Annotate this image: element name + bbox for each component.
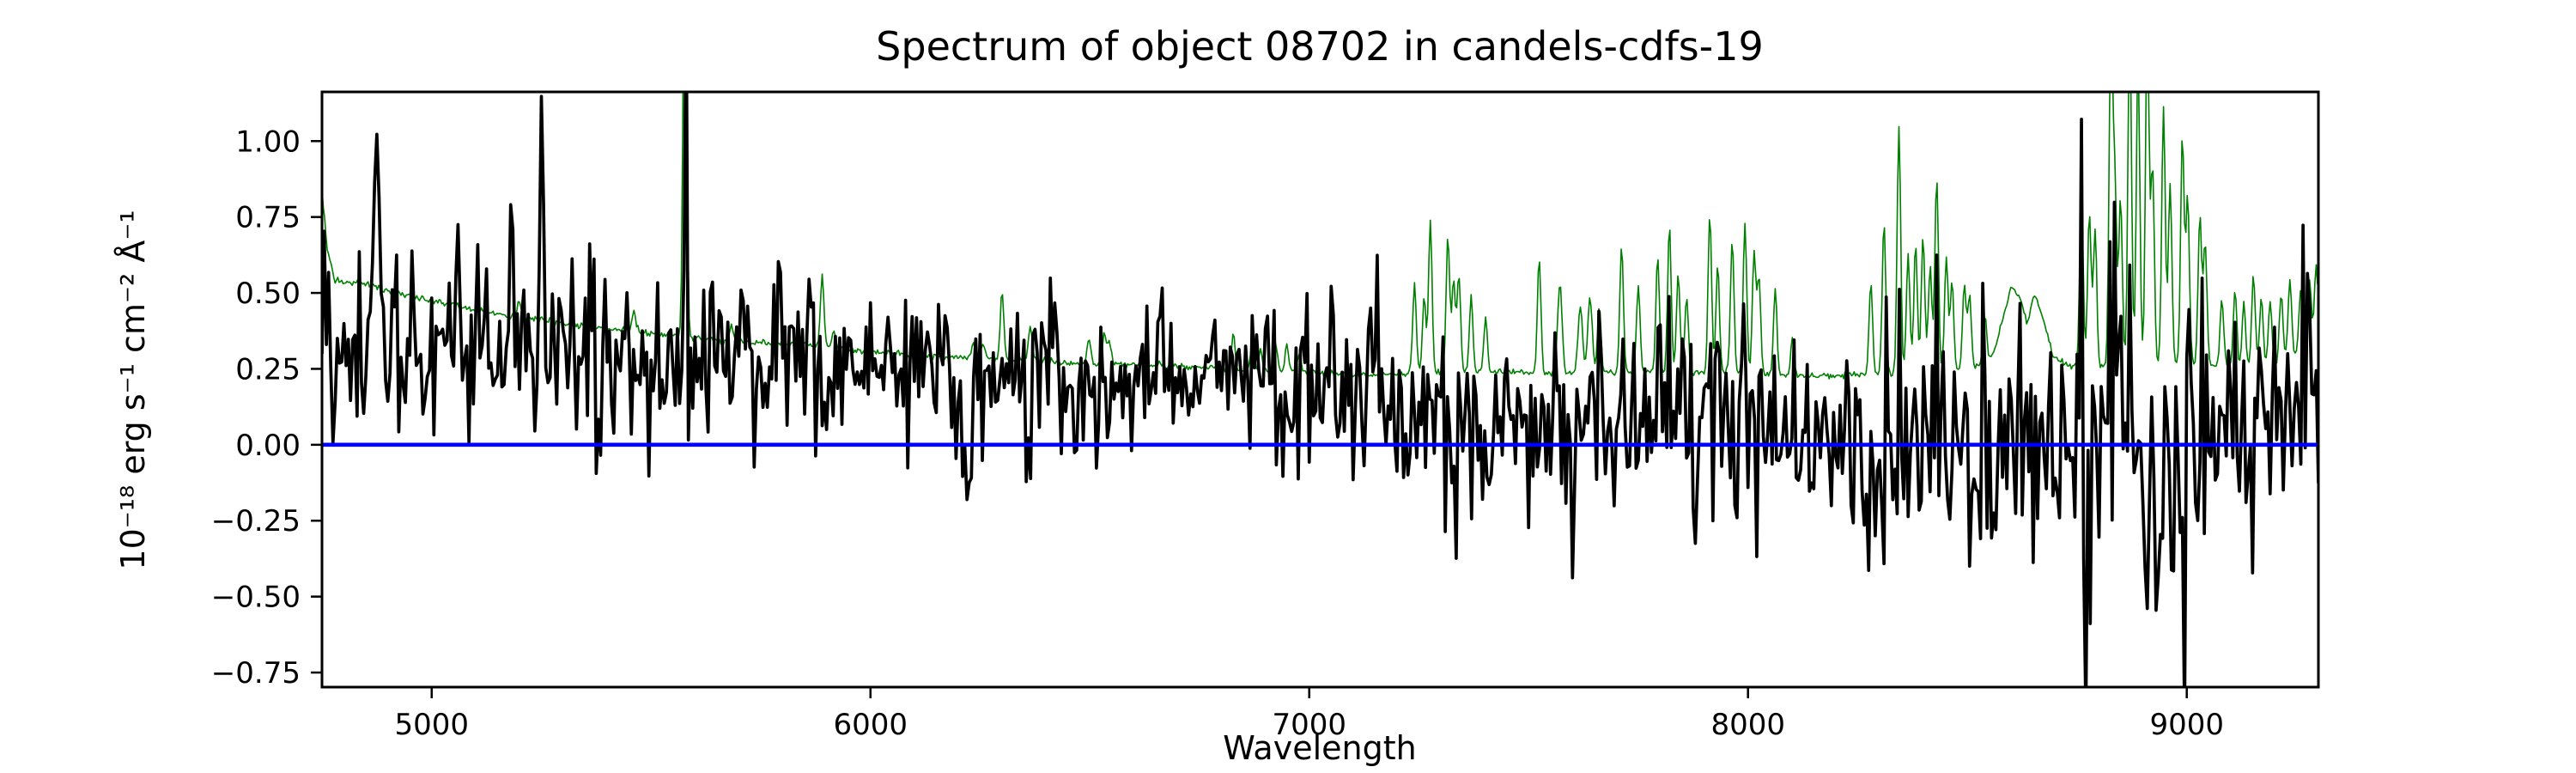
y-tick-label: 1.00 <box>235 125 301 159</box>
y-tick-label: −0.75 <box>211 656 301 691</box>
y-tick-label: −0.50 <box>211 581 301 615</box>
x-tick-label: 7000 <box>1272 708 1346 742</box>
y-tick-label: 0.00 <box>235 429 301 463</box>
y-tick-label: −0.25 <box>211 504 301 539</box>
observed-flux-spectrum-line <box>322 92 2318 687</box>
x-tick-label: 6000 <box>833 708 908 742</box>
y-axis-label: 10⁻¹⁸ erg s⁻¹ cm⁻² Å⁻¹ <box>114 210 152 569</box>
ticks-group: 5000 6000 7000 8000 9000 −0.75 −0.50 −0.25 0.00 0… <box>211 125 2224 742</box>
x-tick-label: 9000 <box>2149 708 2224 742</box>
y-tick-label: 0.25 <box>235 352 301 386</box>
series-group <box>322 92 2318 687</box>
x-tick-label: 5000 <box>394 708 469 742</box>
plot-frame <box>320 90 2320 689</box>
y-tick-label: 0.75 <box>235 201 301 235</box>
x-tick-label: 8000 <box>1710 708 1785 742</box>
plot-title: Spectrum of object 08702 in candels-cdfs… <box>876 23 1764 70</box>
x-axis-label: Wavelength <box>1223 729 1416 767</box>
y-tick-label: 0.50 <box>235 277 301 311</box>
